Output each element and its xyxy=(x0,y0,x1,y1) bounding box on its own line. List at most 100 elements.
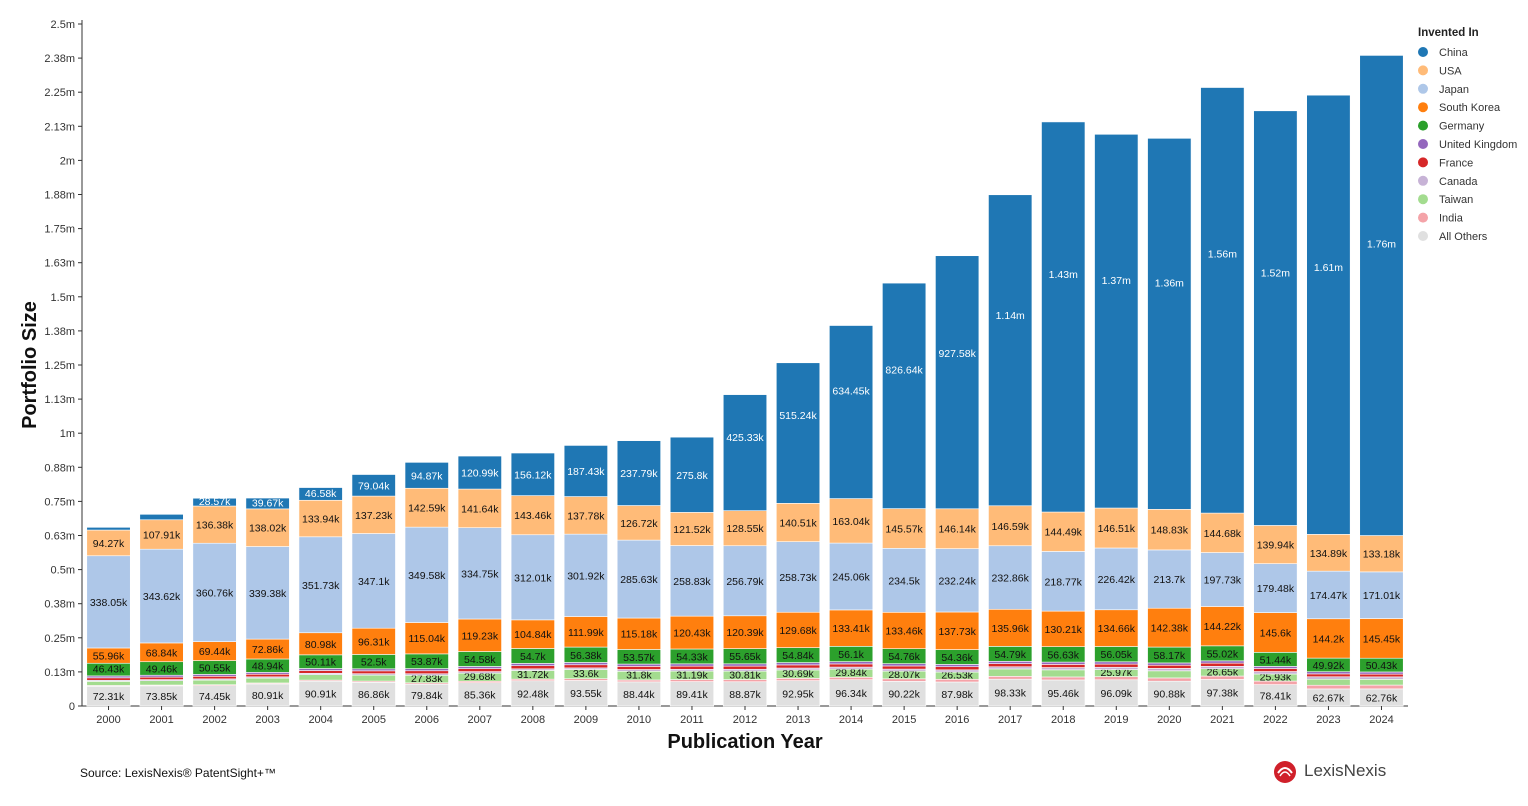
bar-2007: 85.36k 29.68k 54.58k 119.23k 334.75k 141.64k 1… xyxy=(457,455,502,707)
legend-item-taiwan[interactable]: Taiwan xyxy=(1418,194,1473,206)
bar-segment-all-others xyxy=(616,681,661,707)
data-label: 50.55k xyxy=(199,662,231,674)
legend-swatch xyxy=(1418,65,1428,76)
bar-segment-china xyxy=(1253,110,1298,526)
x-tick-label: 2007 xyxy=(468,714,492,726)
legend-item-united-kingdom[interactable]: United Kingdom xyxy=(1418,139,1517,151)
data-label: 120.39k xyxy=(726,627,764,639)
bar-segment-usa xyxy=(882,508,927,549)
bar-segment-all-others xyxy=(829,679,874,707)
data-label: 258.73k xyxy=(779,572,817,584)
x-tick-label: 2013 xyxy=(786,714,810,726)
bar-segment-japan xyxy=(1253,563,1298,613)
x-tick-label: 2002 xyxy=(202,714,226,726)
data-label: 96.31k xyxy=(358,636,390,648)
data-label: 90.22k xyxy=(888,689,920,701)
data-label: 301.92k xyxy=(567,570,605,582)
bar-segment-france xyxy=(351,670,396,675)
bar-segment-france xyxy=(192,675,237,680)
bar-segment-united-kingdom xyxy=(351,668,396,672)
data-label: 49.92k xyxy=(1313,660,1345,672)
x-tick-label: 2015 xyxy=(892,714,916,726)
bar-segment-china xyxy=(457,455,502,490)
data-label: 285.63k xyxy=(620,574,658,586)
bar-segment-france xyxy=(722,665,768,670)
y-tick-label: 1.75m xyxy=(44,224,75,236)
bar-2010: 88.44k 31.8k 53.57k 115.18k 285.63k 126.72k 23… xyxy=(616,440,661,707)
bar-segment-china xyxy=(775,362,821,504)
data-label: 49.46k xyxy=(146,663,178,675)
x-tick-label: 2017 xyxy=(998,714,1022,726)
bar-segment-taiwan xyxy=(245,677,290,684)
bar-segment-japan xyxy=(139,548,184,644)
bar-segment-taiwan xyxy=(988,668,1033,677)
bar-segment-taiwan xyxy=(86,681,131,686)
x-tick-label: 2008 xyxy=(521,714,545,726)
data-label: 54.7k xyxy=(520,651,546,663)
bar-segment-usa xyxy=(139,519,184,550)
bar-segment-china xyxy=(1200,87,1245,514)
legend-item-japan[interactable]: Japan xyxy=(1418,83,1469,96)
y-tick-label: 0.88m xyxy=(44,462,75,474)
bar-segment-france xyxy=(457,668,502,672)
data-label: 137.23k xyxy=(355,510,393,522)
legend-item-france[interactable]: France xyxy=(1418,157,1473,169)
data-label: 92.48k xyxy=(517,688,549,700)
bar-segment-france xyxy=(882,665,927,670)
data-label: 55.02k xyxy=(1207,648,1239,660)
bar-segment-united-kingdom xyxy=(988,661,1033,664)
data-label: 121.52k xyxy=(673,524,711,536)
legend-item-india[interactable]: India xyxy=(1418,212,1464,225)
bar-segment-united-kingdom xyxy=(616,663,661,667)
data-label: 111.99k xyxy=(568,627,605,639)
legend-label: South Korea xyxy=(1439,102,1501,114)
bar-segment-south-korea xyxy=(457,618,502,652)
x-tick-label: 2006 xyxy=(415,714,439,726)
legend-item-canada[interactable]: Canada xyxy=(1418,175,1478,188)
legend-swatch xyxy=(1418,212,1428,223)
data-label: 98.33k xyxy=(994,688,1026,700)
x-tick-label: 2000 xyxy=(96,714,120,726)
data-label: 144.68k xyxy=(1204,528,1242,540)
bar-2017: 98.33k 54.79k 135.96k 232.86k 146.59k 1.14m xyxy=(988,194,1033,707)
legend-item-usa[interactable]: USA xyxy=(1418,65,1462,77)
bar-segment-japan xyxy=(1147,549,1192,609)
bar-segment-japan xyxy=(882,548,927,613)
legend-swatch xyxy=(1418,83,1428,94)
data-label: 515.24k xyxy=(779,410,817,422)
bar-segment-canada xyxy=(882,668,927,672)
data-label: 339.38k xyxy=(249,588,287,600)
bar-segment-all-others xyxy=(1147,680,1192,707)
bar-segment-south-korea xyxy=(510,619,555,649)
bar-segment-all-others xyxy=(1094,679,1139,707)
data-label: 31.19k xyxy=(676,669,708,681)
bar-segment-united-kingdom xyxy=(510,663,555,667)
bar-2013: 92.95k 30.69k 54.84k 129.68k 258.73k 140.51k 5… xyxy=(775,362,821,707)
data-label: 46.43k xyxy=(93,664,125,676)
bar-segment-canada xyxy=(1041,667,1086,671)
bar-segment-usa xyxy=(1359,535,1404,573)
data-label: 145.45k xyxy=(1363,633,1401,645)
data-label: 119.23k xyxy=(462,630,499,642)
legend-item-china[interactable]: China xyxy=(1418,47,1469,59)
data-label: 96.34k xyxy=(835,688,867,700)
bar-segment-france xyxy=(1041,664,1086,668)
data-label: 88.44k xyxy=(623,689,655,701)
legend-item-all-others[interactable]: All Others xyxy=(1418,231,1488,243)
bar-2018: 95.46k 56.63k 130.21k 218.77k 144.49k 1.43m xyxy=(1041,121,1086,707)
legend-item-south-korea[interactable]: South Korea xyxy=(1418,102,1501,114)
y-tick-label: 0.5m xyxy=(51,565,75,577)
data-label: 39.67k xyxy=(252,497,284,509)
legend-label: All Others xyxy=(1439,231,1488,243)
x-tick-label: 2023 xyxy=(1316,714,1340,726)
data-label: 1.36m xyxy=(1155,278,1184,290)
bar-segment-taiwan xyxy=(1041,669,1086,678)
legend-item-germany[interactable]: Germany xyxy=(1418,120,1485,133)
y-tick-label: 2.25m xyxy=(44,87,75,99)
x-tick-label: 2018 xyxy=(1051,714,1075,726)
x-tick-label: 2016 xyxy=(945,714,969,726)
y-tick-label: 0.13m xyxy=(44,667,75,679)
data-label: 187.43k xyxy=(567,466,605,478)
data-label: 232.86k xyxy=(992,573,1030,585)
bar-segment-japan xyxy=(404,526,449,623)
